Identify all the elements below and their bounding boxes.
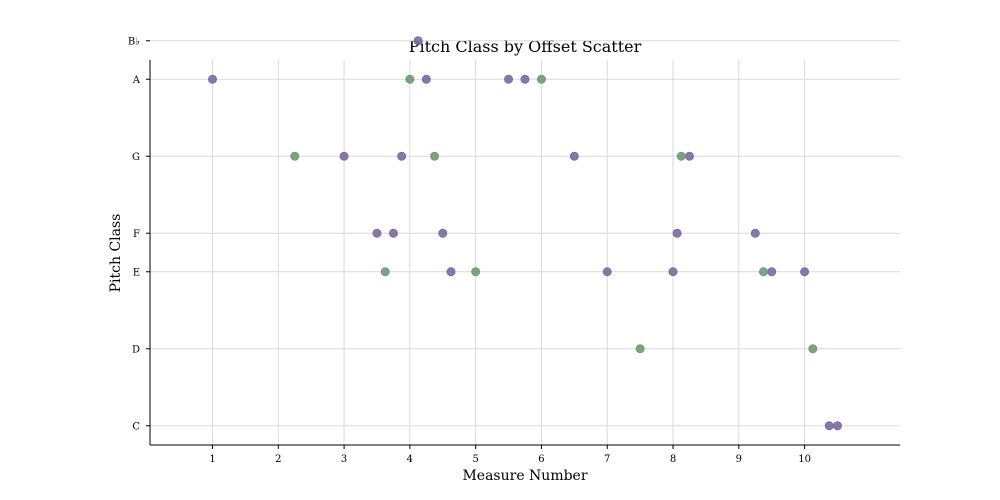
y-tick-label: D: [132, 344, 140, 355]
y-tick-label: B♭: [128, 36, 140, 47]
data-point-purple: [668, 267, 678, 277]
x-tick-label: 6: [538, 454, 544, 465]
data-point-purple: [413, 36, 423, 46]
ticks-layer: 1 2 3 4 5 6 7 8 9 10 C D E F G A B♭: [128, 36, 811, 465]
data-point-purple: [504, 74, 514, 84]
data-point-purple: [421, 74, 431, 84]
data-point-purple: [824, 421, 834, 431]
x-tick-label: 3: [341, 454, 347, 465]
points-layer: [208, 36, 842, 431]
data-point-purple: [684, 151, 694, 161]
data-point-purple: [672, 228, 682, 238]
axes-layer: [149, 60, 900, 446]
y-tick-label: E: [133, 267, 140, 278]
chart-title: Pitch Class by Offset Scatter: [409, 37, 642, 56]
data-point-purple: [602, 267, 612, 277]
data-point-green: [808, 344, 818, 354]
y-axis-label: Pitch Class: [108, 214, 124, 293]
x-tick-label: 5: [472, 454, 478, 465]
x-tick-label: 9: [736, 454, 742, 465]
x-tick-label: 7: [604, 454, 610, 465]
y-tick-label: F: [133, 229, 140, 240]
x-tick-label: 2: [275, 454, 281, 465]
y-tick-label: G: [132, 152, 140, 163]
data-point-green: [635, 344, 645, 354]
data-point-purple: [833, 421, 842, 431]
data-point-purple: [800, 267, 810, 277]
data-point-green: [380, 267, 390, 277]
data-point-purple: [750, 228, 760, 238]
y-tick-label: A: [132, 75, 141, 86]
data-point-green: [471, 267, 481, 277]
x-tick-label: 10: [798, 454, 811, 465]
data-point-purple: [397, 151, 407, 161]
data-point-purple: [446, 267, 456, 277]
data-point-purple: [767, 267, 777, 277]
data-point-purple: [569, 151, 579, 161]
data-point-green: [758, 267, 768, 277]
data-point-purple: [339, 151, 349, 161]
data-point-purple: [208, 74, 217, 84]
data-point-purple: [388, 228, 398, 238]
x-tick-label: 8: [670, 454, 676, 465]
y-tick-label: C: [132, 421, 140, 432]
data-point-purple: [520, 74, 530, 84]
data-point-green: [405, 74, 415, 84]
x-axis-label: Measure Number: [462, 468, 587, 484]
data-point-green: [290, 151, 300, 161]
data-point-green: [536, 74, 546, 84]
data-point-purple: [438, 228, 448, 238]
x-tick-label: 1: [209, 454, 215, 465]
data-point-green: [430, 151, 440, 161]
x-tick-label: 4: [407, 454, 413, 465]
data-point-purple: [372, 228, 382, 238]
grid-layer: [150, 40, 900, 445]
data-point-green: [676, 151, 686, 161]
